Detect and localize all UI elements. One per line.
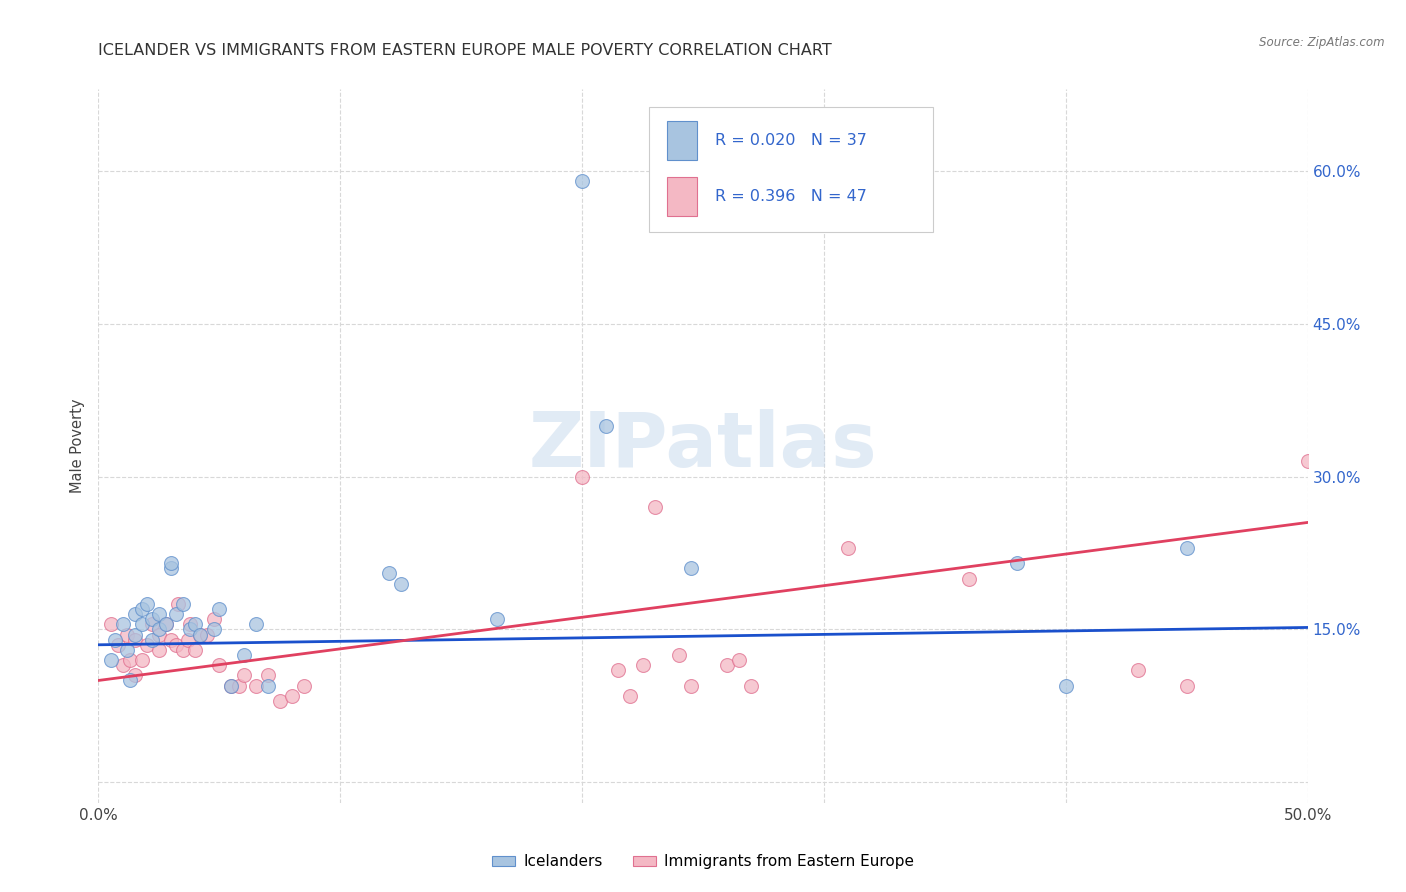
Point <box>679 679 702 693</box>
Point <box>221 679 243 693</box>
Bar <box>666 177 697 216</box>
Point <box>177 632 200 647</box>
Text: Source: ZipAtlas.com: Source: ZipAtlas.com <box>1260 36 1385 49</box>
Point <box>155 617 177 632</box>
Point <box>716 658 738 673</box>
Point <box>389 576 412 591</box>
Text: ZIPatlas: ZIPatlas <box>529 409 877 483</box>
Point <box>165 607 187 622</box>
Point <box>184 643 207 657</box>
Point <box>607 663 630 677</box>
Text: R = 0.396   N = 47: R = 0.396 N = 47 <box>716 189 868 203</box>
Point <box>1054 679 1077 693</box>
Point <box>148 607 170 622</box>
Point <box>131 602 153 616</box>
Point <box>595 418 617 433</box>
Point <box>148 643 170 657</box>
Point <box>179 617 201 632</box>
Point <box>377 566 399 581</box>
Point <box>111 658 134 673</box>
Point <box>184 617 207 632</box>
Point <box>148 627 170 641</box>
Point <box>131 617 153 632</box>
Point <box>107 638 129 652</box>
Point <box>195 627 218 641</box>
Point <box>204 612 226 626</box>
Point <box>135 638 157 652</box>
Point <box>155 617 177 632</box>
Point <box>245 617 267 632</box>
Point <box>232 668 254 682</box>
Point <box>188 627 211 641</box>
Point <box>188 627 211 641</box>
Point <box>118 673 141 688</box>
Point <box>124 627 146 641</box>
Point <box>571 469 593 483</box>
Point <box>141 617 163 632</box>
Point <box>172 597 194 611</box>
Text: R = 0.020   N = 37: R = 0.020 N = 37 <box>716 133 868 148</box>
Legend: Icelanders, Immigrants from Eastern Europe: Icelanders, Immigrants from Eastern Euro… <box>486 848 920 875</box>
Point <box>111 617 134 632</box>
Point <box>167 597 190 611</box>
Point <box>104 632 127 647</box>
FancyBboxPatch shape <box>648 107 932 232</box>
Point <box>148 623 170 637</box>
Point <box>232 648 254 662</box>
Point <box>131 653 153 667</box>
Point <box>486 612 509 626</box>
Point <box>124 668 146 682</box>
Point <box>124 607 146 622</box>
Point <box>160 632 183 647</box>
Point <box>208 658 231 673</box>
Point <box>571 174 593 188</box>
Point <box>292 679 315 693</box>
Point <box>1007 556 1029 570</box>
Point <box>668 648 690 662</box>
Point <box>1175 679 1198 693</box>
Point <box>135 597 157 611</box>
Point <box>179 623 201 637</box>
Y-axis label: Male Poverty: Male Poverty <box>70 399 86 493</box>
Point <box>245 679 267 693</box>
Point <box>160 561 183 575</box>
Point <box>281 689 304 703</box>
Point <box>1128 663 1150 677</box>
Point <box>256 679 278 693</box>
Text: ICELANDER VS IMMIGRANTS FROM EASTERN EUROPE MALE POVERTY CORRELATION CHART: ICELANDER VS IMMIGRANTS FROM EASTERN EUR… <box>98 43 832 58</box>
Point <box>1296 454 1319 468</box>
Point <box>124 632 146 647</box>
Point <box>957 572 980 586</box>
Point <box>679 561 702 575</box>
Point <box>118 653 141 667</box>
Point <box>100 617 122 632</box>
Point <box>160 556 183 570</box>
Point <box>837 541 859 555</box>
Bar <box>666 121 697 161</box>
Point <box>208 602 231 616</box>
Point <box>728 653 751 667</box>
Point <box>619 689 641 703</box>
Point <box>1175 541 1198 555</box>
Point <box>644 500 666 515</box>
Point <box>141 632 163 647</box>
Point <box>228 679 250 693</box>
Point <box>117 627 139 641</box>
Point <box>221 679 243 693</box>
Point <box>631 658 654 673</box>
Point <box>269 694 291 708</box>
Point <box>204 623 226 637</box>
Point <box>165 638 187 652</box>
Point <box>740 679 762 693</box>
Point <box>256 668 278 682</box>
Point <box>141 612 163 626</box>
Point <box>172 643 194 657</box>
Point <box>100 653 122 667</box>
Point <box>117 643 139 657</box>
